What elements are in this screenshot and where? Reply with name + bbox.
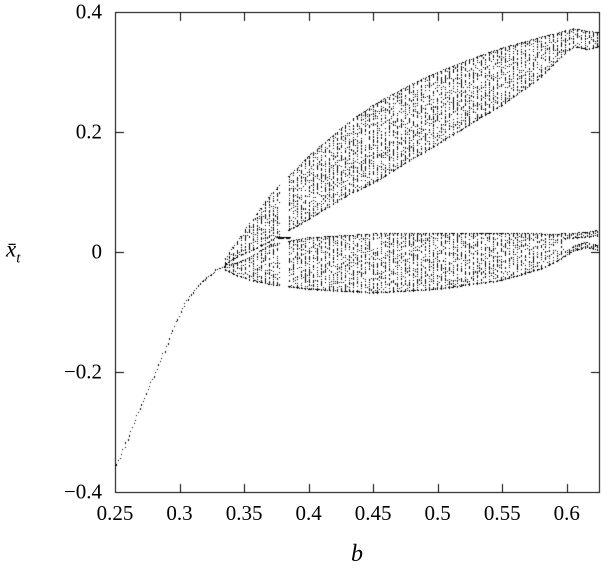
- y-axis-label-subscript: t: [16, 250, 21, 267]
- x-tick-label-0.45: 0.45: [354, 501, 392, 525]
- x-tick-label-0.25: 0.25: [96, 501, 134, 525]
- y-tick-label-0.2: 0.2: [75, 119, 102, 144]
- y-tick-label-−0.2: −0.2: [63, 359, 102, 384]
- y-axis-label: x̄t: [6, 238, 20, 267]
- y-tick-label-−0.4: −0.4: [63, 479, 102, 504]
- y-tick-label-0: 0: [91, 239, 103, 264]
- x-tick-label-0.6: 0.6: [553, 501, 580, 525]
- y-tick-label-0.4: 0.4: [75, 0, 102, 24]
- x-tick-label-0.4: 0.4: [295, 501, 322, 525]
- x-tick-label-0.35: 0.35: [225, 501, 263, 525]
- x-tick-label-0.55: 0.55: [483, 501, 521, 525]
- y-axis-label-base: x̄: [6, 236, 17, 262]
- x-tick-label-0.3: 0.3: [166, 501, 193, 525]
- x-axis-label: b: [351, 541, 363, 567]
- x-tick-label-0.5: 0.5: [424, 501, 451, 525]
